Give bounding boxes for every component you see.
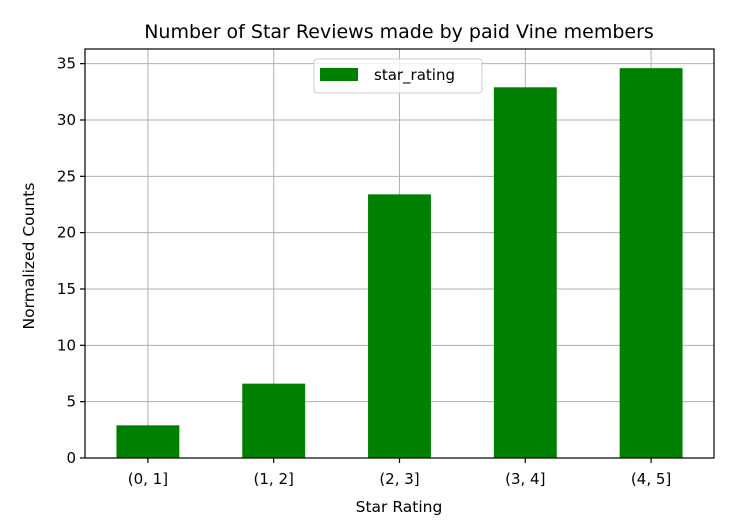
x-tick-label: (1, 2] (254, 470, 294, 488)
y-tick-label: 25 (57, 167, 76, 185)
x-axis-label: Star Rating (356, 498, 443, 516)
bar (368, 194, 431, 458)
y-tick-label: 5 (66, 393, 76, 411)
y-tick-label: 15 (57, 280, 76, 298)
x-tick-label: (2, 3] (379, 470, 419, 488)
y-tick-label: 10 (57, 336, 76, 354)
axis-ticks: 0 5 10 15 20 25 30 35 (0, 1] (1, 2] (2, 3] (3, 4] (4… (57, 55, 671, 488)
x-tick-label: (0, 1] (128, 470, 168, 488)
bar (116, 425, 180, 458)
y-axis-label: Normalized Counts (20, 183, 38, 330)
bar (242, 383, 306, 458)
y-tick-label: 35 (57, 55, 76, 73)
bar (619, 68, 683, 458)
legend-label-star-rating: star_rating (374, 66, 455, 85)
y-tick-label: 0 (66, 449, 76, 467)
y-tick-label: 30 (57, 111, 76, 129)
legend-swatch (320, 68, 358, 81)
bar (493, 87, 557, 459)
legend: star_rating (313, 58, 483, 94)
x-tick-label: (3, 4] (505, 470, 545, 488)
x-tick-label: (4, 5] (631, 470, 671, 488)
y-tick-label: 20 (57, 224, 76, 242)
bars (116, 68, 683, 459)
chart-title: Number of Star Reviews made by paid Vine… (144, 21, 654, 43)
legend-box (313, 58, 483, 94)
